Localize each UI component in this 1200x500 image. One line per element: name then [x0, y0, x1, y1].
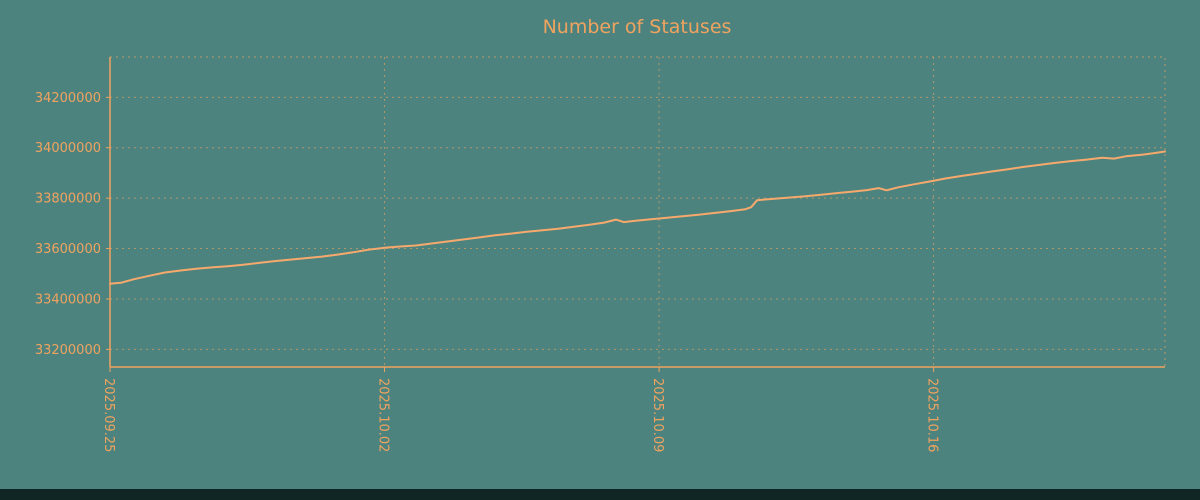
y-tick-label: 33400000 — [35, 292, 101, 307]
data-line-statuses — [109, 150, 1166, 285]
chart-title: Number of Statuses — [543, 16, 732, 38]
x-tick-label: 2025.10.09 — [650, 378, 665, 452]
y-tick-label: 33600000 — [35, 242, 101, 257]
x-tick-label: 2025.10.16 — [925, 378, 940, 452]
y-tick-label: 34000000 — [35, 141, 101, 156]
x-tick-label: 2025.09.25 — [101, 378, 116, 452]
x-tick-label: 2025.10.02 — [376, 378, 391, 452]
bottom-border — [0, 489, 1200, 500]
y-tick-label: 33800000 — [35, 192, 101, 207]
y-tick-label: 34200000 — [35, 91, 101, 106]
plot-area: 33200000 33400000 33600000 33800000 34000000… — [35, 56, 1166, 452]
plot-border — [109, 56, 1166, 368]
y-tick-label: 33200000 — [35, 343, 101, 358]
